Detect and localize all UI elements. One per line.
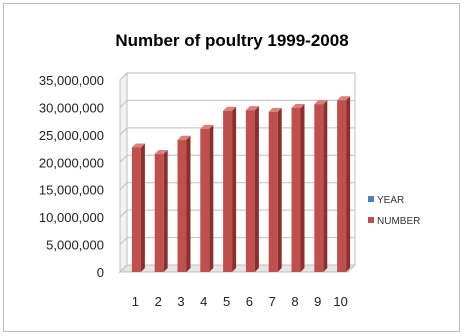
bar-number-top <box>291 103 305 108</box>
bar-number-side <box>277 107 282 273</box>
bar-number-top <box>200 124 214 129</box>
bar-number <box>245 110 255 273</box>
bar-number <box>154 154 164 272</box>
legend-swatch <box>368 196 374 202</box>
x-tick-label: 5 <box>223 294 230 309</box>
bar-number-side <box>186 135 191 272</box>
bar-number <box>131 147 141 272</box>
y-tick-label: 5,000,000 <box>46 238 104 253</box>
side-wall <box>119 71 128 274</box>
bar-number-side <box>346 96 351 272</box>
x-tick-label: 6 <box>246 294 253 309</box>
bar-number-side <box>254 106 259 273</box>
gridline-side <box>119 209 128 218</box>
y-tick-label: 10,000,000 <box>39 210 104 225</box>
y-tick-label: 30,000,000 <box>39 100 104 115</box>
x-tick-label: 4 <box>200 294 207 309</box>
bar-number <box>291 107 301 272</box>
y-tick-label: 20,000,000 <box>39 155 104 170</box>
x-tick-label: 10 <box>333 294 347 309</box>
bar-number-top <box>177 135 191 140</box>
gridline-side <box>119 127 128 136</box>
bar-number-top <box>131 143 145 148</box>
legend-label: NUMBER <box>377 216 420 227</box>
bar-number-side <box>300 103 305 272</box>
chart-title: Number of poultry 1999-2008 <box>115 31 349 50</box>
x-tick-label: 9 <box>314 294 321 309</box>
y-tick-label: 0 <box>97 265 104 280</box>
gridline-side <box>119 182 128 191</box>
bar-number <box>337 100 347 272</box>
x-tick-label: 1 <box>132 294 139 309</box>
x-tick-label: 8 <box>291 294 298 309</box>
bar-number <box>314 104 324 272</box>
bar-number-top <box>268 107 282 112</box>
bar-number <box>200 128 210 272</box>
x-tick-label: 3 <box>177 294 184 309</box>
bar-number <box>223 110 233 272</box>
bar-number-side <box>323 100 328 272</box>
y-tick-label: 35,000,000 <box>39 73 104 88</box>
bar-number-top <box>337 96 351 101</box>
legend-label: YEAR <box>377 195 404 206</box>
gridline-side <box>119 72 128 81</box>
gridline-side <box>119 100 128 108</box>
bar-number-top <box>223 106 237 111</box>
x-tick-label: 2 <box>155 294 162 309</box>
bar-number-side <box>232 106 237 272</box>
bar-number-side <box>140 143 145 272</box>
x-tick-label: 7 <box>269 294 276 309</box>
bar-number <box>177 139 187 272</box>
bar-number-top <box>314 100 328 105</box>
bar-number <box>268 111 278 273</box>
bar-number-side <box>163 150 168 272</box>
bar-number-top <box>154 150 168 155</box>
y-tick-label: 25,000,000 <box>39 128 104 143</box>
y-tick-label: 15,000,000 <box>39 183 104 198</box>
gridline-side <box>119 237 128 245</box>
bar-number-top <box>245 106 259 111</box>
gridline-side <box>119 154 128 163</box>
gridline-side <box>119 264 128 273</box>
legend-swatch <box>368 217 374 223</box>
bar-number-side <box>209 124 214 272</box>
